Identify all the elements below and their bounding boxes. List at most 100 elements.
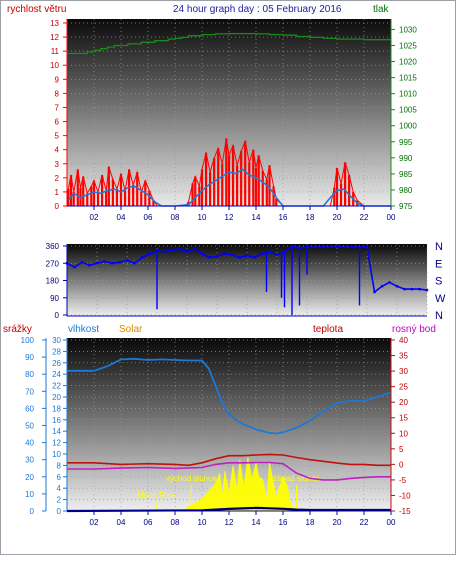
wind-tick-label: 12 <box>50 33 59 42</box>
humidity-tick-label: 6 <box>57 473 62 482</box>
humidity-tick-label: 30 <box>52 336 61 345</box>
time-tick-label: 20 <box>333 518 342 527</box>
wind-tick-label: 3 <box>55 160 60 169</box>
wind-tick-label: 5 <box>55 132 60 141</box>
humidity-axis-title: vlhkost <box>68 324 99 335</box>
annotation-label: Moon Rise <box>137 491 176 500</box>
humidity-tick-label: 10 <box>52 450 61 459</box>
time-tick-label: 06 <box>144 518 153 527</box>
wind-direction-point <box>260 252 264 255</box>
compass-label: N <box>435 241 443 253</box>
compass-label: S <box>435 276 442 288</box>
temperature-tick-label: 40 <box>399 336 408 345</box>
wind-direction-point <box>335 245 339 249</box>
wind-direction-point <box>425 288 429 292</box>
humidity-tick-label: 12 <box>52 439 61 448</box>
pressure-tick-label: 1010 <box>399 90 417 99</box>
rain-tick-label: 100 <box>21 336 35 345</box>
wind-direction-point <box>215 255 219 258</box>
pressure-axis-title: tlak <box>373 4 390 15</box>
wind-direction-point <box>410 287 414 291</box>
time-tick-label: 00 <box>387 213 396 222</box>
wind-tick-label: 10 <box>50 61 59 70</box>
wind-tick-label: 0 <box>55 202 60 211</box>
chart-title: 24 hour graph day : 05 February 2016 <box>173 4 342 15</box>
wind-direction-point <box>208 256 211 259</box>
rain-tick-label: 60 <box>25 404 34 413</box>
wind-direction-point <box>365 245 369 249</box>
compass-label: N <box>435 310 443 322</box>
time-tick-label: 14 <box>252 213 261 222</box>
temperature-tick-label: 35 <box>399 352 408 361</box>
direction-tick-label: 90 <box>50 294 59 303</box>
temperature-tick-label: 30 <box>399 367 408 376</box>
humidity-tick-label: 0 <box>57 507 62 516</box>
time-tick-label: 14 <box>252 518 261 527</box>
wind-direction-point <box>418 287 421 291</box>
dewpoint-line <box>67 461 391 481</box>
wind-direction-point <box>230 253 234 256</box>
wind-direction-point <box>268 250 271 253</box>
wind-tick-label: 11 <box>51 47 60 56</box>
annotation-label: východ slunce <box>166 474 217 483</box>
wind-direction-point <box>185 250 189 253</box>
temperature-tick-label: 15 <box>399 414 408 423</box>
wind-tick-label: 1 <box>55 188 60 197</box>
wind-direction-point <box>223 252 226 255</box>
temperature-tick-label: 20 <box>399 398 408 407</box>
direction-tick-label: 0 <box>55 311 60 320</box>
wind-direction-point <box>103 260 106 263</box>
time-tick-label: 08 <box>171 213 180 222</box>
temperature-axis-title: teplota <box>313 324 343 335</box>
rain-tick-label: 50 <box>25 422 34 431</box>
wind-direction-point <box>88 263 91 267</box>
humidity-tick-label: 22 <box>52 382 61 391</box>
time-tick-label: 04 <box>117 213 126 222</box>
wind-direction-point <box>73 265 76 269</box>
rain-tick-label: 20 <box>25 473 34 482</box>
temperature-tick-label: -10 <box>399 491 411 500</box>
pressure-tick-label: 975 <box>399 202 413 211</box>
humidity-line <box>67 357 392 435</box>
dewpoint-axis-title: rosný bod <box>392 324 436 335</box>
temperature-line <box>67 453 391 467</box>
time-tick-label: 00 <box>387 518 396 527</box>
humidity-temperature-plot-area <box>67 338 391 511</box>
rain-tick-label: 80 <box>25 370 34 379</box>
wind-tick-label: 13 <box>50 19 59 28</box>
wind-tick-label: 8 <box>55 89 60 98</box>
pressure-tick-label: 1025 <box>399 41 417 50</box>
time-tick-label: 10 <box>198 518 207 527</box>
humidity-tick-label: 14 <box>52 427 61 436</box>
pressure-tick-label: 1000 <box>399 122 417 131</box>
pressure-tick-label: 1020 <box>399 58 417 67</box>
compass-label: W <box>435 293 446 305</box>
time-tick-label: 10 <box>198 213 207 222</box>
wind-direction-point <box>118 261 121 264</box>
pressure-tick-label: 985 <box>399 170 413 179</box>
wind-direction-point <box>110 262 114 265</box>
wind-direction-point <box>155 249 159 252</box>
wind-direction-point <box>125 259 129 262</box>
time-tick-label: 22 <box>360 213 369 222</box>
temperature-tick-label: -15 <box>399 507 411 516</box>
humidity-tick-label: 20 <box>52 393 61 402</box>
humidity-tick-label: 2 <box>57 496 62 505</box>
rain-tick-label: 40 <box>25 439 34 448</box>
wind-tick-label: 6 <box>55 118 60 127</box>
humidity-tick-label: 24 <box>52 370 61 379</box>
wind-direction-point <box>373 290 376 294</box>
time-tick-label: 18 <box>306 213 315 222</box>
time-tick-label: 16 <box>279 213 288 222</box>
wind-tick-label: 2 <box>55 174 60 183</box>
humidity-tick-label: 4 <box>57 484 62 493</box>
wind-tick-label: 7 <box>55 103 60 112</box>
wind-direction-point <box>193 247 196 251</box>
wind-direction-point <box>178 247 181 251</box>
pressure-tick-label: 980 <box>399 186 413 195</box>
time-tick-label: 06 <box>144 213 153 222</box>
rain-tick-label: 0 <box>30 507 35 516</box>
direction-tick-label: 360 <box>46 242 60 251</box>
